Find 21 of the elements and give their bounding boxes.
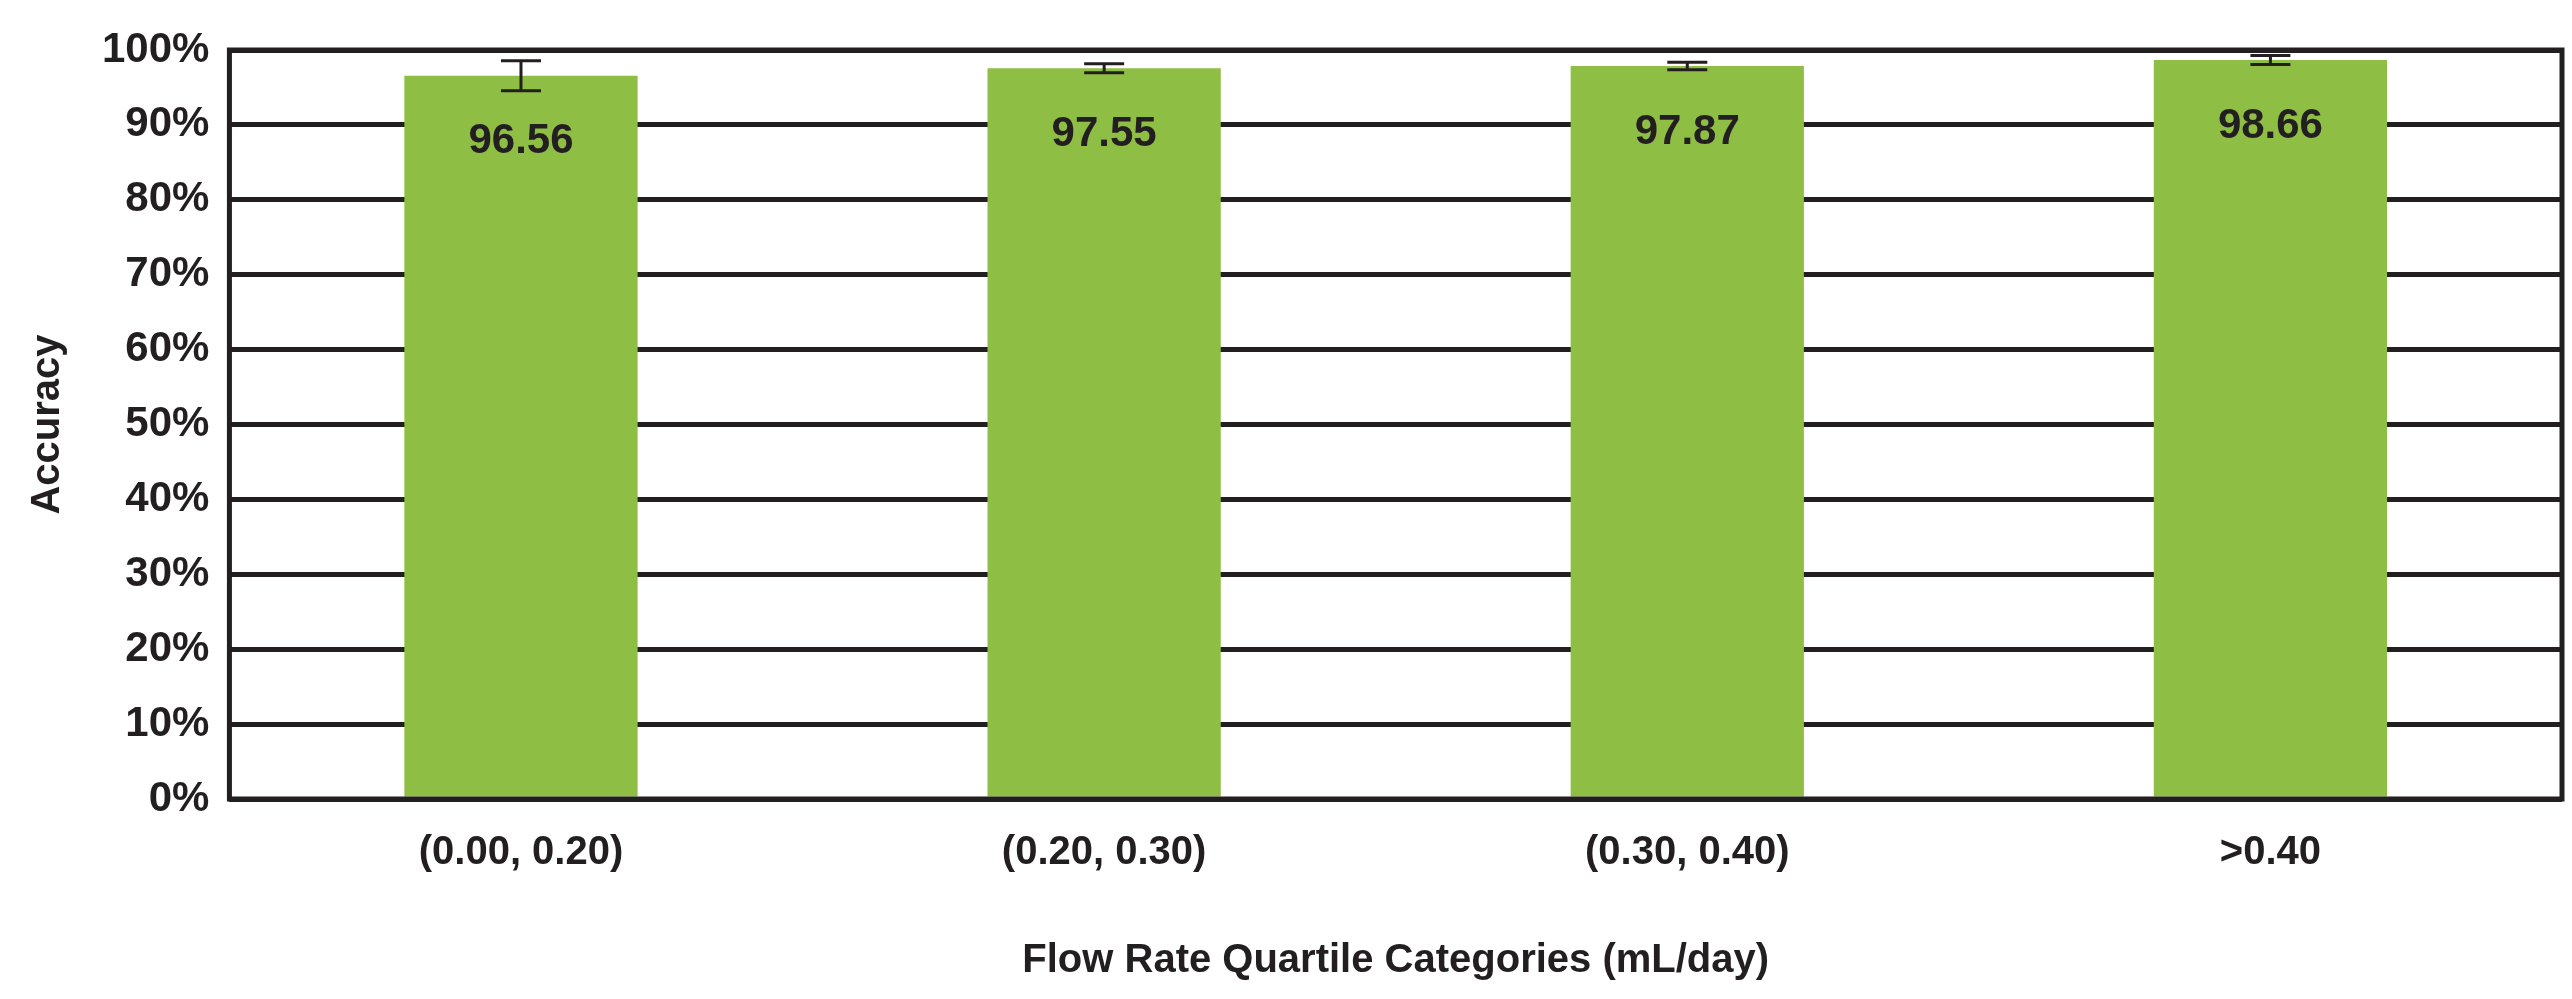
y-axis-title: Accuracy	[23, 333, 68, 515]
data-label: 97.55	[1051, 107, 1157, 155]
y-tick-label: 0%	[148, 772, 210, 820]
data-label: 96.56	[468, 115, 574, 163]
y-tick-label: 10%	[125, 697, 210, 745]
y-tick-label: 30%	[125, 547, 210, 595]
y-tick-label: 90%	[125, 98, 210, 146]
y-tick-label: 100%	[102, 23, 210, 71]
data-label: 97.87	[1634, 105, 1740, 153]
y-tick-label: 20%	[125, 622, 210, 670]
y-tick-label: 40%	[125, 472, 210, 520]
x-tick-label: (0.20, 0.30)	[1001, 828, 1207, 873]
data-label: 98.66	[2217, 99, 2323, 147]
x-tick-label: (0.30, 0.40)	[1584, 828, 1790, 873]
y-tick-label: 60%	[125, 323, 210, 371]
y-tick-label: 70%	[125, 248, 210, 296]
x-axis-title: Flow Rate Quartile Categories (mL/day)	[1022, 936, 1770, 981]
y-tick-label: 80%	[125, 173, 210, 221]
x-tick-label: >0.40	[2219, 828, 2322, 873]
y-tick-label: 50%	[125, 398, 210, 446]
x-tick-label: (0.00, 0.20)	[418, 828, 624, 873]
